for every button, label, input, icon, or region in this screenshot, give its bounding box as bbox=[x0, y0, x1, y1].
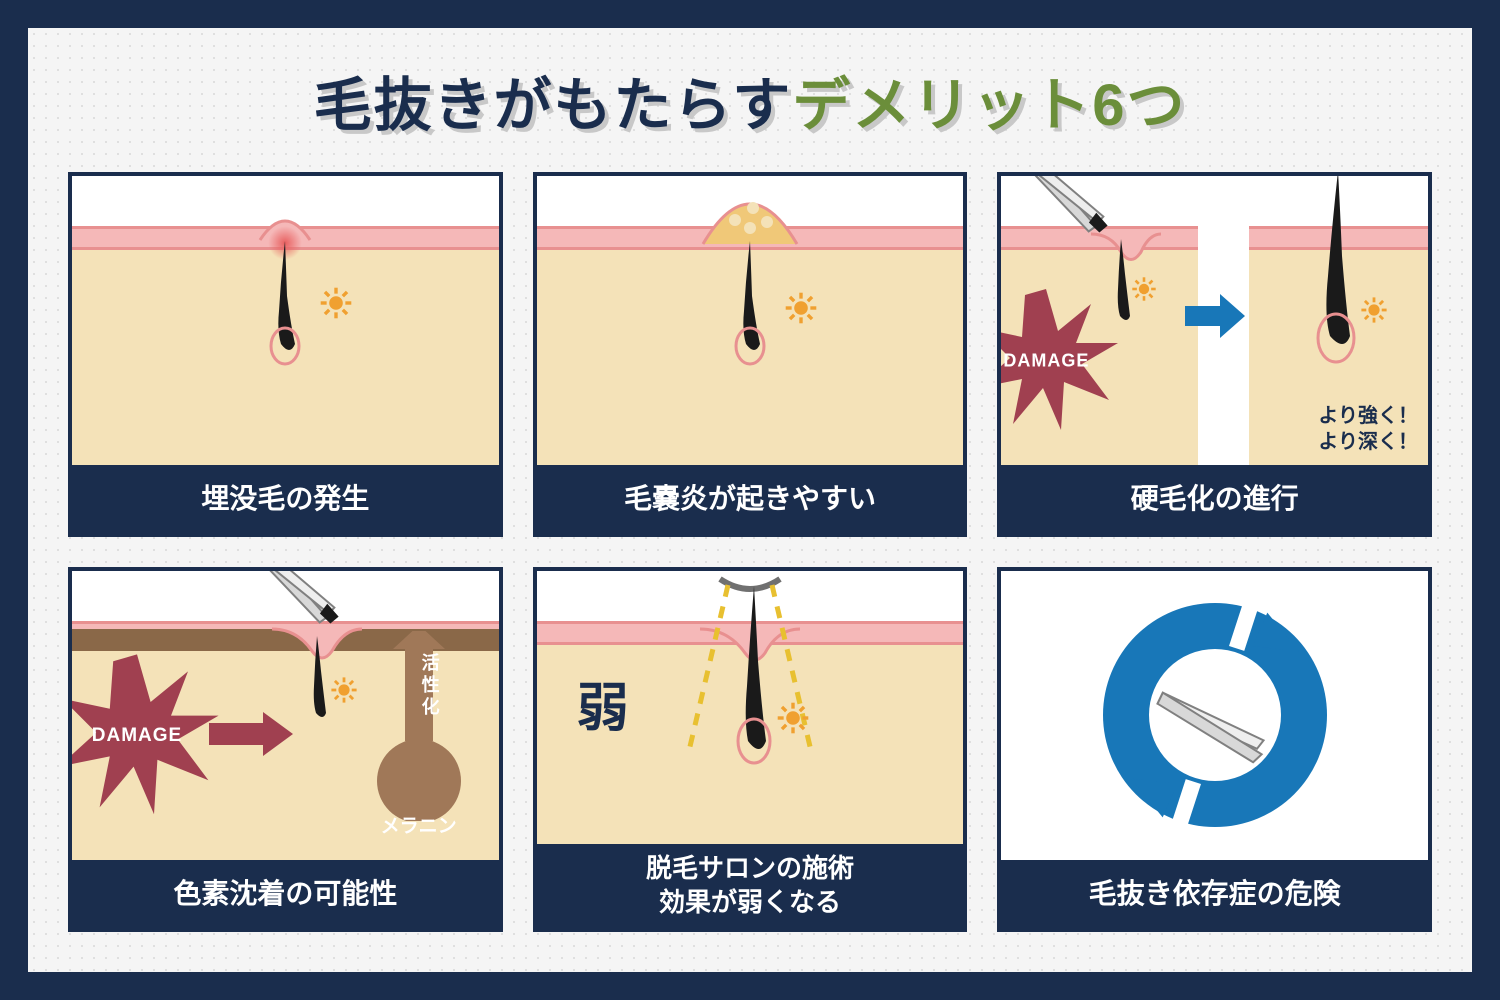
card-caption: 硬毛化の進行 bbox=[1001, 465, 1428, 533]
cycle-ring-icon bbox=[1085, 585, 1345, 845]
card-body: DAMAGE 活性化 メラニン bbox=[72, 571, 499, 860]
melanin-label: メラニン bbox=[381, 811, 457, 838]
damage-label: DAMAGE bbox=[92, 725, 182, 747]
damage-label: DAMAGE bbox=[1003, 351, 1089, 372]
hardening-note: より強く！ より深く！ bbox=[1318, 403, 1418, 455]
damage-burst: DAMAGE bbox=[72, 651, 222, 821]
card-addiction: 毛抜き依存症の危険 bbox=[997, 567, 1432, 932]
card-body: 弱 bbox=[537, 571, 964, 844]
arrow-right-icon bbox=[1180, 291, 1250, 341]
title-part2: デメリット6つ bbox=[792, 73, 1186, 138]
sun-icon bbox=[1360, 296, 1388, 324]
card-salon: 弱 脱毛サロンの施術効果が弱くなる bbox=[533, 567, 968, 932]
outer-frame: 毛抜きがもたらすデメリット6つ bbox=[0, 0, 1500, 1000]
hair-icon bbox=[720, 236, 780, 366]
hair-thick-icon bbox=[1298, 176, 1368, 366]
skin-diagram bbox=[537, 176, 964, 465]
hair-icon bbox=[255, 236, 315, 366]
card-body: DAMAGE bbox=[1001, 176, 1428, 465]
sun-icon bbox=[319, 286, 353, 320]
card-hardening: DAMAGE bbox=[997, 172, 1432, 537]
cards-grid: 埋没毛の発生 bbox=[68, 172, 1432, 932]
inner-panel: 毛抜きがもたらすデメリット6つ bbox=[28, 28, 1472, 972]
sun-icon bbox=[784, 291, 818, 325]
sun-icon bbox=[776, 701, 810, 735]
sun-icon bbox=[1131, 276, 1157, 302]
caption-text: 脱毛サロンの施術効果が弱くなる bbox=[646, 852, 854, 920]
title: 毛抜きがもたらすデメリット6つ bbox=[68, 58, 1432, 142]
title-part1: 毛抜きがもたらす bbox=[313, 73, 792, 138]
card-body bbox=[537, 176, 964, 465]
card-caption: 埋没毛の発生 bbox=[72, 465, 499, 533]
card-caption: 脱毛サロンの施術効果が弱くなる bbox=[537, 844, 964, 928]
skin-diagram: DAMAGE 活性化 メラニン bbox=[72, 571, 499, 860]
hair-icon bbox=[720, 581, 780, 771]
card-body bbox=[1001, 571, 1428, 860]
skin-diagram: 弱 bbox=[537, 571, 964, 844]
card-pigmentation: DAMAGE 活性化 メラニン 色素沈着の可能性 bbox=[68, 567, 503, 932]
sun-icon bbox=[330, 676, 358, 704]
card-ingrown: 埋没毛の発生 bbox=[68, 172, 503, 537]
skin-diagram bbox=[72, 176, 499, 465]
card-body bbox=[72, 176, 499, 465]
arrow-right-icon bbox=[207, 709, 297, 759]
card-folliculitis: 毛嚢炎が起きやすい bbox=[533, 172, 968, 537]
card-caption: 色素沈着の可能性 bbox=[72, 860, 499, 928]
damage-burst: DAMAGE bbox=[1001, 286, 1121, 436]
activate-label: 活性化 bbox=[417, 653, 443, 719]
weak-label: 弱 bbox=[577, 666, 629, 741]
skin-diagram: DAMAGE bbox=[1001, 176, 1428, 465]
card-caption: 毛嚢炎が起きやすい bbox=[537, 465, 964, 533]
card-caption: 毛抜き依存症の危険 bbox=[1001, 860, 1428, 928]
